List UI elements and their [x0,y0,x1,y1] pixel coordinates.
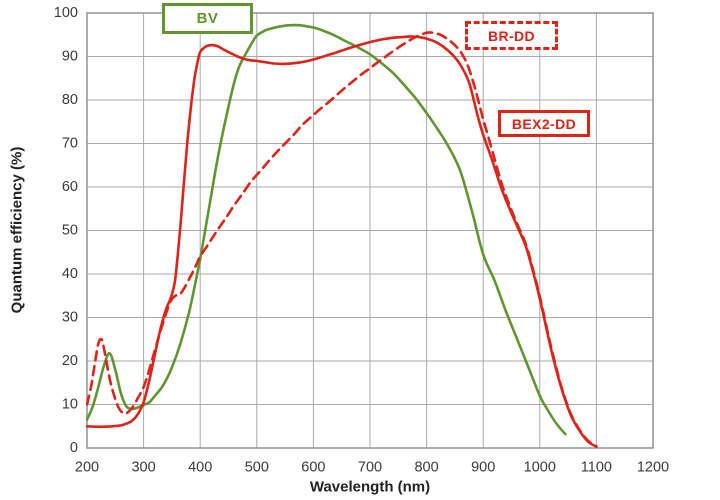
x-tick-label: 1200 [637,460,669,476]
x-tick-label: 400 [188,460,212,476]
x-axis-title: Wavelength (nm) [309,478,431,496]
x-tick-label: 900 [471,460,495,476]
series-curve-br-dd [86,31,598,448]
y-tick-label: 100 [54,5,78,21]
y-tick-label: 70 [62,136,78,152]
x-tick-label: 200 [75,460,99,476]
series-label-bex2-dd: BEX2-DD [498,110,590,137]
series-label-br-dd: BR-DD [465,21,558,50]
y-tick-label: 30 [62,310,78,326]
x-tick-label: 500 [245,460,269,476]
x-tick-label: 300 [131,460,155,476]
y-tick-label: 50 [62,223,78,239]
x-tick-label: 600 [301,460,325,476]
y-tick-label: 40 [62,266,78,282]
y-tick-label: 20 [62,353,78,369]
y-tick-label: 60 [62,179,78,195]
x-tick-label: 1100 [581,460,612,476]
x-tick-label: 700 [358,460,382,476]
plot-border [86,12,654,449]
series-curve-bv [86,23,567,436]
y-tick-label: 90 [62,49,78,65]
series-label-bv: BV [162,3,253,34]
y-tick-label: 10 [62,397,78,413]
y-tick-label: 0 [70,440,78,456]
y-tick-label: 80 [62,92,78,108]
y-axis-title: Quantum efficiency (%) [8,146,26,314]
series-curve-bex2-dd [86,35,598,448]
x-tick-label: 1000 [524,460,556,476]
x-tick-label: 800 [414,460,438,476]
